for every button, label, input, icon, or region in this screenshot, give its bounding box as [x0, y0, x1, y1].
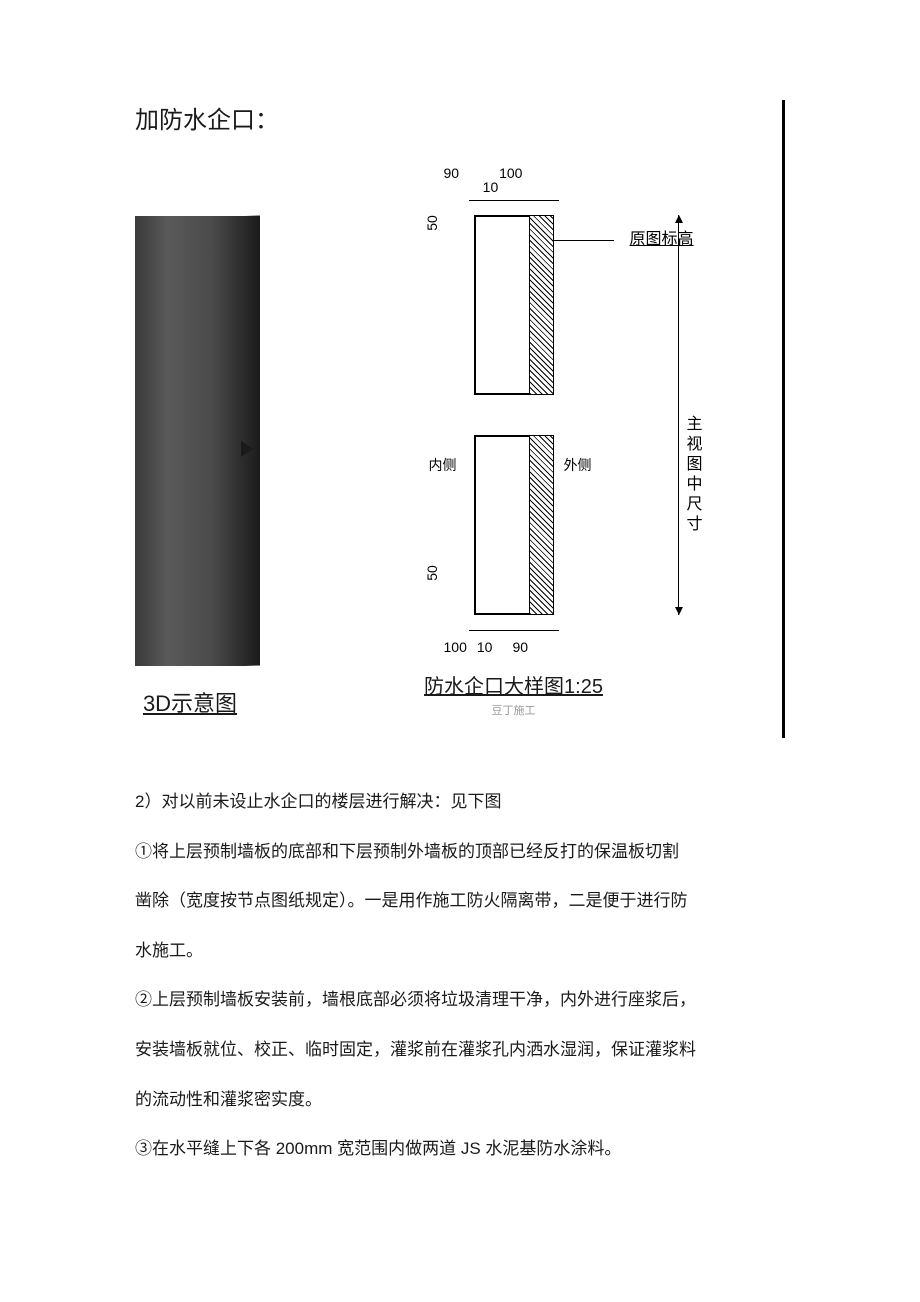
- dim-bottom-left: 100: [444, 639, 467, 655]
- panel-3d-render: [135, 216, 245, 666]
- wall-notch: [469, 395, 559, 435]
- dim-50-bottom: 50: [423, 565, 439, 581]
- top-dimensions: 90 100 10: [424, 165, 523, 195]
- item-1-line-2: 凿除（宽度按节点图纸规定）。一是用作施工防火隔离带，二是便于进行防: [135, 877, 785, 925]
- heading-2: 2）对以前未设止水企口的楼层进行解决：见下图: [135, 778, 785, 826]
- item-1-line-1: ①将上层预制墙板的底部和下层预制外墙板的顶部已经反打的保温板切割: [135, 828, 785, 876]
- dim-top-right: 100: [499, 165, 522, 181]
- item-1-line-3: 水施工。: [135, 927, 785, 975]
- diagram-3d: 3D示意图: [135, 216, 245, 718]
- item-2-line-3: 的流动性和灌浆密实度。: [135, 1076, 785, 1124]
- bottom-dimensions: 100 10 90: [444, 639, 529, 655]
- wall-hatch-bottom: [529, 435, 554, 615]
- item-2-line-1: ②上层预制墙板安装前，墙根底部必须将垃圾清理干净，内外进行座浆后，: [135, 976, 785, 1024]
- text-content: 2）对以前未设止水企口的楼层进行解决：见下图 ①将上层预制墙板的底部和下层预制外…: [135, 778, 785, 1173]
- tech-drawing: 90 100 10 50 原图标高: [374, 165, 654, 665]
- tech-label: 防水企口大样图1:25: [424, 670, 603, 699]
- diagram-title: 加防水企口：: [135, 100, 742, 135]
- wall-section: [474, 215, 554, 615]
- item-2-line-2: 安装墙板就位、校正、临时固定，灌浆前在灌浆孔内洒水湿润，保证灌浆料: [135, 1026, 785, 1074]
- wall-hatch-top: [529, 215, 554, 395]
- elevation-line: [554, 240, 614, 241]
- item-3: ③在水平缝上下各 200mm 宽范围内做两道 JS 水泥基防水涂料。: [135, 1125, 785, 1173]
- dim-top-center: 10: [459, 179, 523, 195]
- diagram-container: 加防水企口： 3D示意图 90 100 10 50: [135, 100, 785, 738]
- right-dim-arrow-top: [675, 215, 683, 223]
- elevation-label: 原图标高: [629, 225, 693, 249]
- top-dim-line: [469, 200, 559, 201]
- dim-bottom-right: 90: [512, 639, 528, 655]
- label-3d: 3D示意图: [143, 686, 237, 718]
- diagram-images: 3D示意图 90 100 10 50: [135, 165, 742, 718]
- right-dim-line: [678, 215, 679, 615]
- inner-label: 内侧: [429, 455, 457, 475]
- diagram-technical: 90 100 10 50 原图标高: [285, 165, 742, 718]
- right-dim-arrow-bottom: [675, 607, 683, 615]
- dim-bottom-center: 10: [477, 639, 493, 655]
- dim-50-top: 50: [423, 215, 439, 231]
- watermark: 豆丁施工: [492, 702, 536, 718]
- outer-label: 外侧: [564, 455, 592, 475]
- side-dim-label: 主视图中尺寸: [680, 415, 704, 535]
- bottom-dim-line: [469, 630, 559, 631]
- dim-top-left: 90: [444, 165, 460, 181]
